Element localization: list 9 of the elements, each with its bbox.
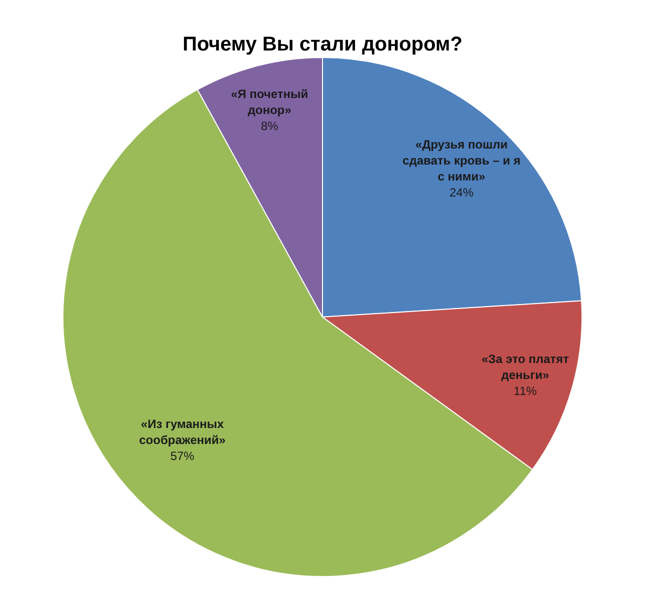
slice-label: «За это платят деньги» [482, 352, 570, 382]
slice-label: «Я почетный донор» [230, 87, 308, 118]
data-label: 24% [449, 185, 474, 200]
data-label: 11% [514, 384, 538, 398]
data-label: 8% [260, 119, 279, 134]
slice-label: «Друзья пошли сдавать кровь – и я с ними» [402, 137, 520, 184]
chart-title: Почему Вы стали донором? [182, 34, 462, 56]
slice-label: «Из гуманных соображений» [139, 416, 226, 447]
data-label: 57% [170, 448, 195, 463]
